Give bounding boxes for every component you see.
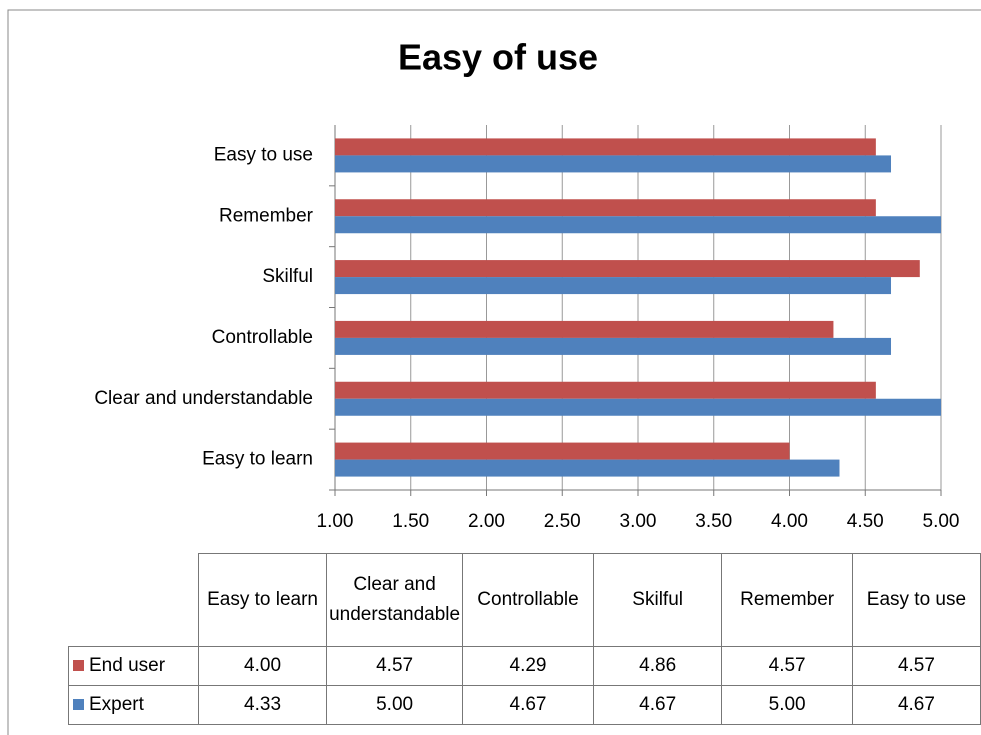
legend-swatch: [73, 699, 84, 710]
table-header-cell: Easy to learn: [197, 553, 328, 647]
table-row: Expert 4.33 5.00 4.67 4.67 5.00 4.67: [68, 685, 981, 725]
x-tick-label: 4.00: [771, 511, 808, 532]
table-header-cell: Clear and understandable: [326, 553, 464, 647]
bar: [335, 260, 920, 278]
bar: [335, 138, 876, 156]
table-cell: 4.67: [462, 685, 594, 725]
table-cell: 4.29: [462, 646, 594, 686]
table-row: End user 4.00 4.57 4.29 4.86 4.57 4.57: [68, 646, 981, 686]
table-cell: 4.33: [197, 685, 328, 725]
table-cell: 4.00: [197, 646, 328, 686]
table-cell: 4.86: [592, 646, 723, 686]
table-cell: 5.00: [721, 685, 853, 725]
y-tick-label: Controllable: [212, 327, 313, 348]
bar: [335, 199, 876, 217]
x-tick-label: 3.50: [695, 511, 732, 532]
x-tick-label: 2.50: [544, 511, 581, 532]
bar: [335, 216, 941, 234]
x-tick-label: 4.50: [847, 511, 884, 532]
x-tick-label: 1.00: [317, 511, 354, 532]
table-header-cell: Skilful: [592, 553, 723, 647]
x-tick-label: 2.00: [468, 511, 505, 532]
table-header-row: Easy to learn Clear and understandable Con…: [68, 553, 981, 647]
bar: [335, 381, 876, 399]
chart-border: [7, 9, 981, 735]
bar: [335, 155, 892, 173]
bar: [335, 320, 834, 338]
legend-swatch: [73, 660, 84, 671]
table-header-cell: Easy to use: [851, 553, 981, 647]
table-header-cell: Remember: [721, 553, 853, 647]
table-cell: 4.57: [851, 646, 981, 686]
bar: [335, 459, 840, 477]
y-tick-label: Easy to learn: [202, 449, 313, 470]
table-cell: 4.57: [326, 646, 464, 686]
legend-entry: End user: [68, 646, 199, 686]
x-tick-label: 1.50: [392, 511, 429, 532]
chart-title: Easy of use: [398, 37, 598, 78]
y-tick-label: Skilful: [262, 266, 313, 287]
x-tick-label: 5.00: [923, 511, 960, 532]
data-table: Easy to learn Clear and understandable Con…: [68, 553, 981, 725]
legend-label: Expert: [89, 694, 144, 715]
bar: [335, 442, 790, 460]
x-tick-label: 3.00: [620, 511, 657, 532]
y-tick-label: Remember: [219, 205, 314, 226]
y-tick-label: Easy to use: [214, 144, 313, 165]
table-cell: 4.67: [592, 685, 723, 725]
table-header-cell: Controllable: [462, 553, 594, 647]
table-cell: 4.57: [721, 646, 853, 686]
legend-entry: Expert: [68, 685, 199, 725]
legend-label: End user: [89, 655, 166, 676]
bar: [335, 398, 941, 416]
table-corner: [68, 553, 199, 647]
bar: [335, 277, 892, 295]
y-tick-label: Clear and understandable: [94, 388, 313, 409]
bar: [335, 337, 892, 355]
table-cell: 4.67: [851, 685, 981, 725]
table-cell: 5.00: [326, 685, 464, 725]
